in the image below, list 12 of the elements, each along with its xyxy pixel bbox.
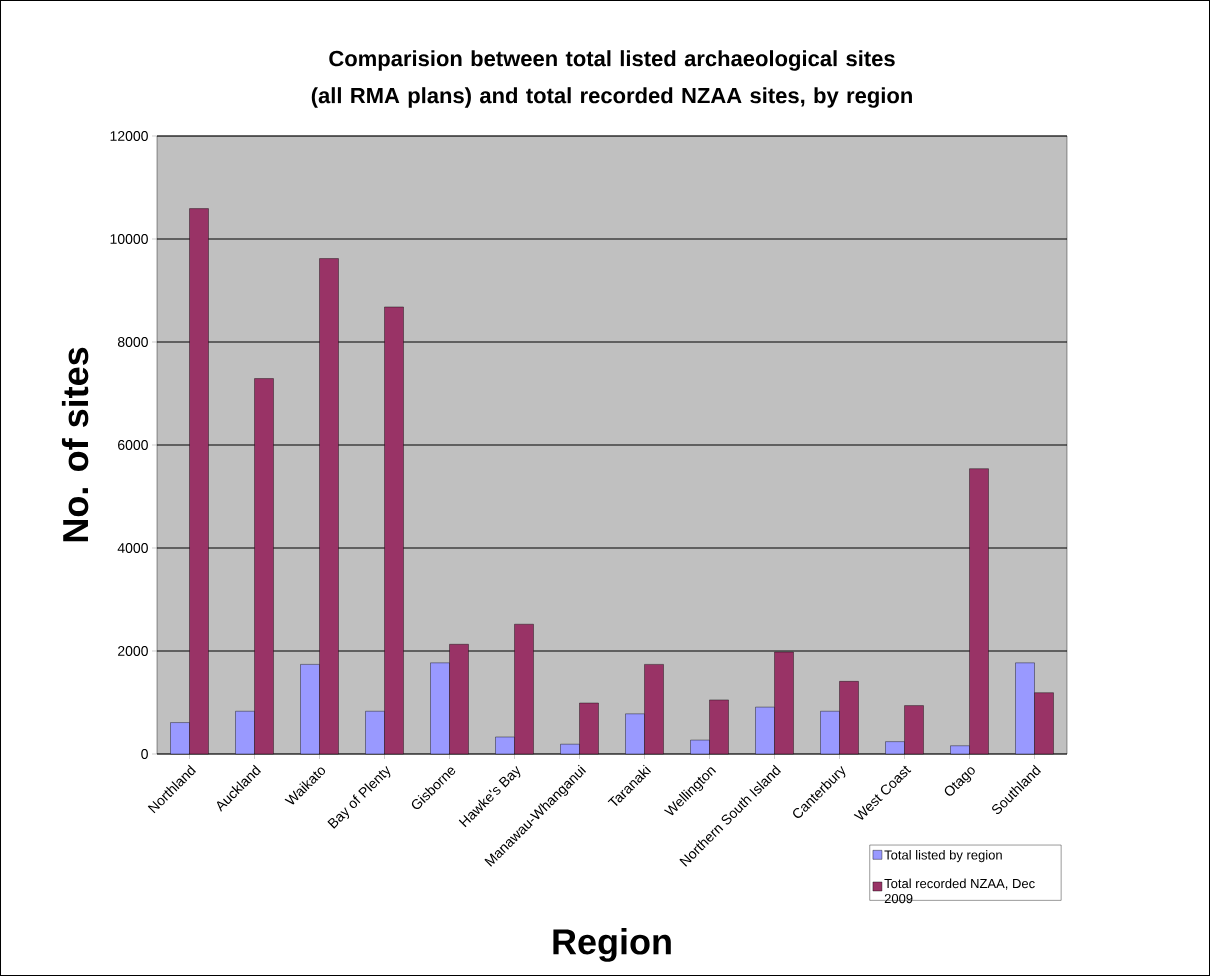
y-tick-label: 2000	[118, 646, 148, 656]
y-tick-label: 8000	[117, 337, 148, 347]
y-tick-label: 0	[141, 749, 148, 759]
legend-label: Total listed by region	[884, 850, 1002, 863]
y-tick-label: 6000	[118, 440, 148, 450]
y-tick-label: 4000	[117, 543, 148, 553]
y-tick-label: 10000	[110, 234, 148, 244]
x-axis-title: Region	[553, 928, 671, 962]
y-tick-label: 12000	[110, 131, 148, 141]
y-axis-title: No. of sites	[61, 347, 89, 542]
chart-title: Comparision between total listed archaeological sites (all RMA plans) and total recorded NZAA sites, by region	[311, 50, 912, 108]
legend-label: Total recorded NZAA, Dec 2009	[884, 878, 1035, 904]
